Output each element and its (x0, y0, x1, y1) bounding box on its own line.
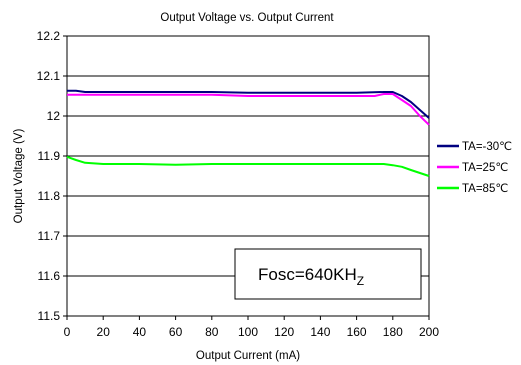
annotation-box: Fosc=640KHZ (234, 248, 422, 300)
x-tick-label: 140 (310, 325, 330, 339)
y-tick-label: 12 (47, 109, 61, 123)
annotation-main: Fosc=640KH (258, 265, 357, 284)
series-line-TA=85℃ (66, 155, 430, 177)
x-axis-title: Output Current (mA) (196, 350, 300, 362)
x-tick-label: 160 (347, 325, 367, 339)
x-tick-label: 0 (64, 325, 71, 339)
y-tick-label: 11.7 (38, 229, 61, 243)
legend-label: TA=25℃ (462, 162, 508, 174)
y-tick-label: 11.8 (38, 189, 61, 203)
annotation-frame (234, 248, 422, 300)
x-tick-label: 40 (133, 325, 147, 339)
legend-label: TA=-30℃ (462, 141, 512, 153)
x-tick-label: 100 (238, 325, 258, 339)
annotation-subscript: Z (357, 274, 364, 288)
chart-title: Output Voltage vs. Output Current (160, 12, 334, 24)
x-tick-label: 80 (205, 325, 219, 339)
x-tick-label: 120 (274, 325, 294, 339)
y-tick-label: 12.1 (37, 69, 61, 83)
legend-label: TA=85℃ (462, 183, 508, 195)
y-tick-label: 11.6 (38, 269, 61, 283)
x-tick-label: 200 (419, 325, 439, 339)
series-line-TA=-30℃ (67, 89, 430, 119)
annotation-text: Fosc=640KHZ (258, 265, 364, 288)
x-tick-label: 20 (97, 325, 111, 339)
y-axis-ticks: 11.5 11.6 11.7 11.8 11.9 12 12.1 12.2 (37, 29, 67, 323)
y-axis-title: Output Voltage (V) (13, 129, 25, 224)
series-line-TA=25℃ (67, 93, 430, 126)
legend: TA=-30℃ TA=25℃ TA=85℃ (437, 141, 512, 195)
x-axis-ticks: 0 20 40 60 80 100 120 140 160 180 200 (64, 316, 439, 339)
y-tick-label: 12.2 (37, 29, 61, 43)
y-tick-label: 11.5 (38, 309, 61, 323)
x-tick-label: 60 (169, 325, 183, 339)
series-lines (66, 89, 430, 177)
y-tick-label: 11.9 (38, 149, 61, 163)
x-tick-label: 180 (383, 325, 403, 339)
